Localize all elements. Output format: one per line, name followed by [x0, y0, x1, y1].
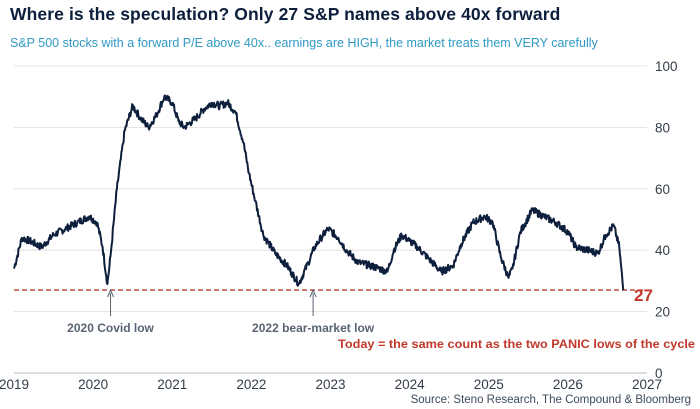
today-annotation: Today = the same count as the two PANIC … [338, 337, 695, 351]
y-tick-label: 20 [655, 305, 670, 320]
x-tick-label: 2024 [395, 377, 426, 392]
x-tick-label: 2021 [157, 377, 187, 392]
annotation-arrow-head [309, 288, 317, 298]
y-tick-label: 80 [655, 120, 670, 135]
x-tick-label: 2026 [553, 377, 583, 392]
annotations: 2020 Covid low 2022 bear-market low Today … [67, 288, 695, 351]
x-tick-label: 2019 [0, 377, 29, 392]
x-tick-label: 2023 [315, 377, 345, 392]
x-tick-label: 2027 [632, 377, 662, 392]
x-tick-label: 2025 [474, 377, 504, 392]
y-tick-label: 40 [655, 243, 670, 258]
series-line [13, 94, 625, 291]
page-subtitle: S&P 500 stocks with a forward P/E above … [10, 36, 598, 50]
y-tick-label: 100 [655, 59, 678, 74]
x-tick-label: 2022 [236, 377, 266, 392]
annotation-arrow-head [107, 288, 114, 298]
page-title: Where is the speculation? Only 27 S&P na… [10, 4, 561, 24]
x-tick-label: 2020 [78, 377, 108, 392]
annotation-label: 2022 bear-market low [252, 321, 375, 335]
annotation-label: 2020 Covid low [67, 321, 154, 335]
x-axis-ticks: 2019 2020 2021 2022 2023 2024 2025 2026 2027 [0, 377, 662, 392]
y-axis-ticks: 0 20 40 60 80 100 [655, 59, 678, 381]
y-tick-label: 60 [655, 182, 670, 197]
source-note: Source: Steno Research, The Compound & B… [410, 394, 691, 406]
reference-line-label: 27 [634, 286, 653, 305]
y-tick-label: 0 [655, 366, 663, 381]
grid-lines [14, 65, 647, 313]
